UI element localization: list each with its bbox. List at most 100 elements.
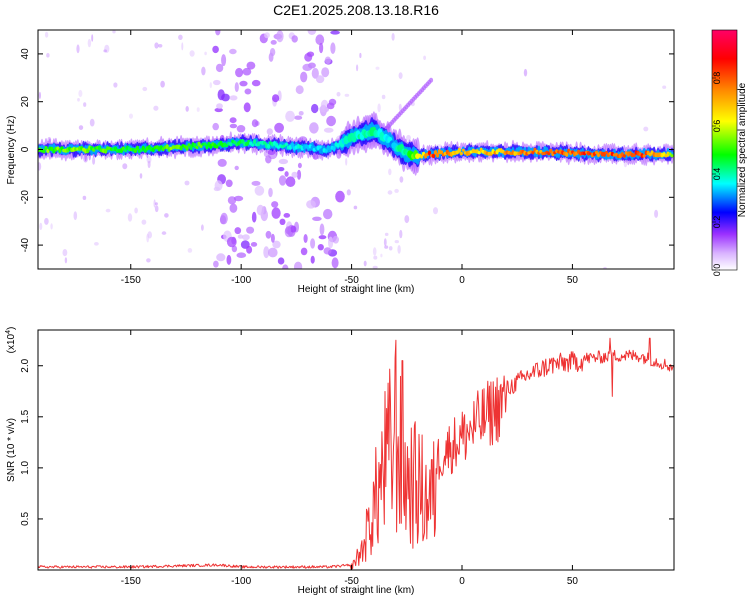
heatmap-ridge <box>284 142 288 146</box>
heatmap-speckle <box>285 176 296 187</box>
heatmap-speckle <box>315 34 325 45</box>
x-tick-label: 0 <box>459 275 465 286</box>
heatmap-speckle <box>242 67 252 76</box>
heatmap-speckle <box>209 82 212 89</box>
heatmap-speckle <box>160 80 165 88</box>
heatmap-speckle <box>246 245 253 254</box>
heatmap-speckle <box>46 53 50 58</box>
heatmap-speckle <box>226 236 237 248</box>
heatmap-speckle <box>234 82 239 93</box>
heatmap-speckle <box>372 265 378 269</box>
heatmap-ridge <box>215 144 219 149</box>
heatmap-speckle <box>235 67 244 78</box>
heatmap-speckle <box>330 30 340 35</box>
figure-title: C2E1.2025.208.13.18.R16 <box>273 2 439 18</box>
heatmap-speckle <box>78 89 83 98</box>
heatmap-speckle <box>154 202 158 206</box>
colorbar-tick-label: 0.0 <box>712 264 722 277</box>
heatmap-speckle <box>225 179 233 188</box>
heatmap-speckle <box>326 102 335 110</box>
heatmap-speckle <box>309 122 319 134</box>
heatmap-ridge <box>251 143 255 147</box>
heatmap-speckle <box>204 51 207 56</box>
heatmap-speckle <box>270 233 275 243</box>
spectrogram-y-ticks: -40 -20 0 20 40 <box>20 48 674 252</box>
x-tick-label: -100 <box>231 275 251 286</box>
heatmap-speckle <box>92 156 96 165</box>
heatmap-ridge <box>290 142 294 148</box>
y-tick-label: 1.5 <box>20 409 31 423</box>
heatmap-speckle <box>216 253 226 262</box>
y-tick-label: -20 <box>20 190 31 205</box>
heatmap-ridge <box>642 154 646 158</box>
heatmap-speckle <box>251 119 259 128</box>
heatmap-speckle <box>82 195 87 200</box>
heatmap-speckle <box>326 115 336 127</box>
heatmap-speckle <box>89 118 95 127</box>
colorbar-tick-label: 0.8 <box>712 72 722 85</box>
heatmap-speckle <box>44 31 49 38</box>
heatmap-speckle <box>122 163 128 170</box>
heatmap-speckle <box>312 216 322 221</box>
heatmap-speckle <box>216 103 223 109</box>
heatmap-speckle <box>323 208 333 220</box>
heatmap-speckle <box>359 52 362 59</box>
heatmap-speckle <box>304 52 313 62</box>
heatmap-speckle <box>256 204 265 216</box>
heatmap-speckle <box>147 160 151 169</box>
heatmap-ridge <box>203 142 207 146</box>
y-tick-label: 40 <box>20 48 31 60</box>
heatmap-ridge <box>233 140 237 145</box>
heatmap-ridge <box>179 145 183 151</box>
heatmap-speckle <box>237 234 244 239</box>
heatmap-speckle <box>394 188 399 193</box>
heatmap-speckle <box>184 180 190 186</box>
heatmap-speckle <box>398 103 402 111</box>
heatmap-speckle <box>229 95 238 101</box>
heatmap-speckle <box>251 211 257 223</box>
heatmap-speckle <box>331 257 339 269</box>
heatmap-ridge <box>229 142 233 147</box>
heatmap-speckle <box>229 48 237 55</box>
heatmap-speckle <box>268 187 273 198</box>
heatmap-ridge <box>187 143 191 147</box>
heatmap-speckle <box>264 32 270 39</box>
heatmap-speckle <box>353 205 358 210</box>
heatmap-speckle <box>83 102 87 107</box>
heatmap-ridge <box>336 143 340 148</box>
heatmap-ridge <box>318 145 322 149</box>
spectrogram-panel: -150 -100 -50 0 50 -40 -20 0 20 40 Height of str… <box>6 29 675 295</box>
x-tick-label: -50 <box>344 576 359 587</box>
heatmap-speckle <box>291 35 298 43</box>
heatmap-speckle <box>226 254 232 265</box>
heatmap-speckle <box>306 200 316 209</box>
heatmap-speckle <box>603 266 607 269</box>
heatmap-speckle <box>298 111 304 116</box>
heatmap-ridge <box>253 139 257 145</box>
heatmap-speckle <box>296 169 302 180</box>
heatmap-speckle <box>141 219 147 225</box>
colorbar-tick-label: 0.6 <box>712 120 722 133</box>
x-tick-label: -150 <box>121 576 141 587</box>
x-tick-label: 50 <box>567 275 579 286</box>
heatmap-speckle <box>319 223 325 236</box>
heatmap-speckle <box>277 167 285 172</box>
heatmap-speckle <box>185 106 189 112</box>
heatmap-speckle <box>335 190 345 203</box>
colorbar-tick-label: 0.4 <box>712 168 722 181</box>
heatmap-speckle <box>384 245 389 249</box>
heatmap-speckle <box>178 34 183 40</box>
heatmap-ridge <box>604 151 609 155</box>
snr-y-label: SNR (10 * v/v) <box>6 418 17 482</box>
heatmap-speckle <box>246 226 255 234</box>
heatmap-speckle <box>146 258 151 263</box>
heatmap-speckle <box>300 71 308 83</box>
heatmap-speckle <box>375 66 380 70</box>
heatmap-speckle <box>303 234 308 243</box>
heatmap-ridge <box>151 147 155 152</box>
heatmap-ridge <box>420 154 424 159</box>
heatmap-ridge <box>427 150 432 156</box>
heatmap-ridge <box>197 141 201 147</box>
heatmap-speckle <box>112 30 116 34</box>
